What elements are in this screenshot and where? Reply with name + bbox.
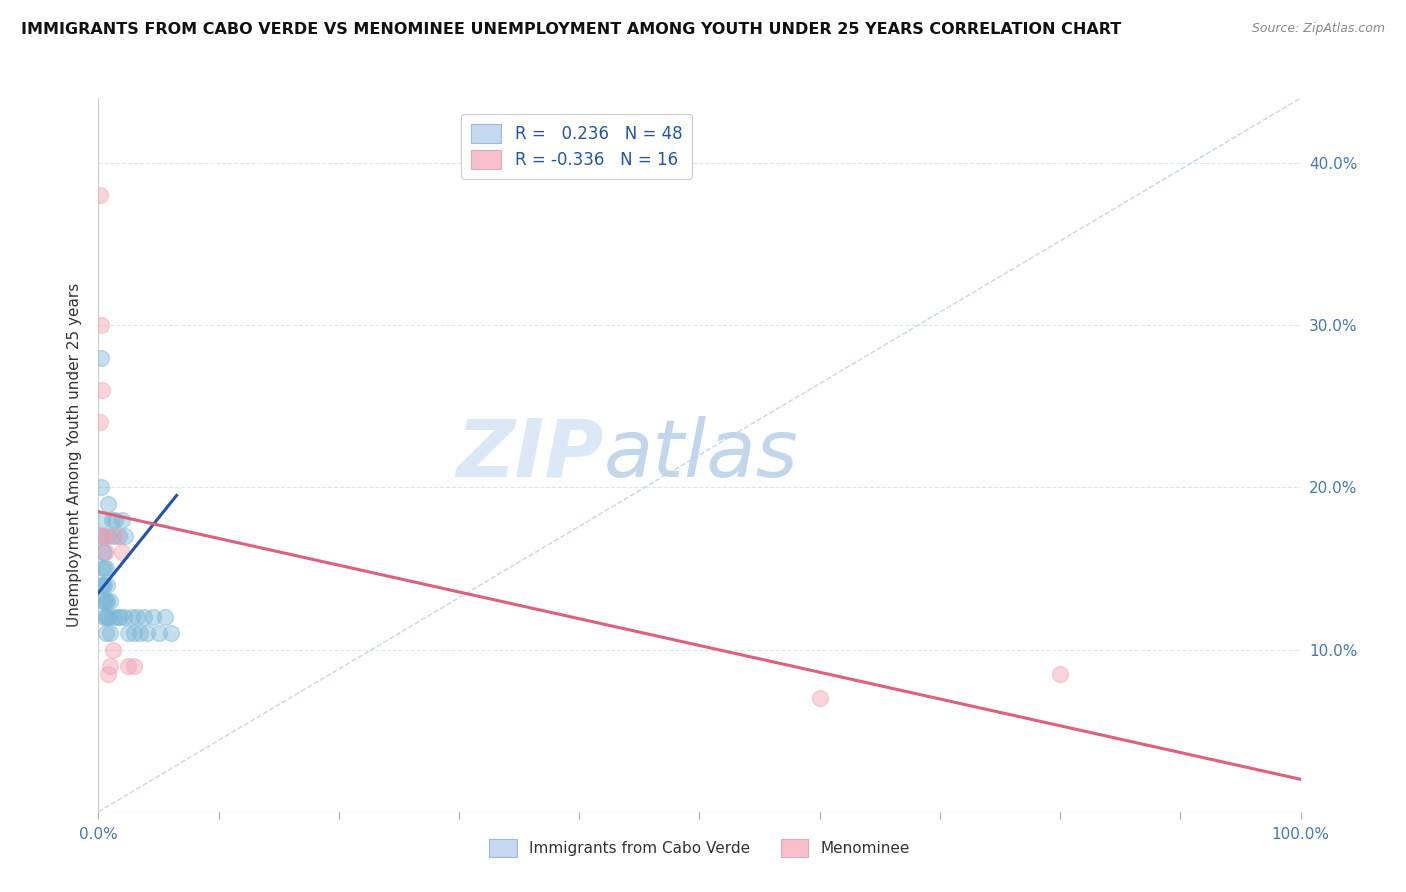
Text: IMMIGRANTS FROM CABO VERDE VS MENOMINEE UNEMPLOYMENT AMONG YOUTH UNDER 25 YEARS : IMMIGRANTS FROM CABO VERDE VS MENOMINEE … — [21, 22, 1122, 37]
Point — [159, 626, 181, 640]
Point — [808, 691, 831, 706]
Point — [89, 529, 111, 543]
Point — [91, 594, 114, 608]
Text: Source: ZipAtlas.com: Source: ZipAtlas.com — [1251, 22, 1385, 36]
Point — [114, 529, 136, 543]
Point — [100, 594, 122, 608]
Legend: Immigrants from Cabo Verde, Menominee: Immigrants from Cabo Verde, Menominee — [482, 832, 917, 864]
Point — [100, 513, 122, 527]
Point — [132, 610, 155, 624]
Point — [125, 610, 148, 624]
Point — [107, 610, 129, 624]
Point — [129, 626, 152, 640]
Text: atlas: atlas — [603, 416, 799, 494]
Point — [97, 529, 120, 543]
Point — [91, 561, 114, 575]
Point — [117, 626, 139, 640]
Point — [103, 610, 125, 624]
Point — [135, 626, 157, 640]
Point — [91, 383, 114, 397]
Point — [141, 610, 163, 624]
Point — [105, 529, 128, 543]
Point — [108, 529, 131, 543]
Point — [101, 642, 124, 657]
Point — [93, 529, 115, 543]
Point — [101, 529, 124, 543]
Point — [94, 626, 117, 640]
Point — [96, 610, 118, 624]
Point — [121, 610, 143, 624]
Point — [97, 666, 120, 681]
Point — [100, 626, 122, 640]
Point — [148, 626, 170, 640]
Point — [153, 610, 176, 624]
Point — [96, 594, 118, 608]
Point — [94, 561, 117, 575]
Point — [90, 480, 112, 494]
Point — [96, 577, 118, 591]
Point — [90, 577, 112, 591]
Point — [94, 594, 117, 608]
Point — [117, 658, 139, 673]
Point — [89, 416, 111, 430]
Y-axis label: Unemployment Among Youth under 25 years: Unemployment Among Youth under 25 years — [67, 283, 83, 627]
Point — [108, 610, 131, 624]
Point — [124, 658, 146, 673]
Point — [98, 610, 121, 624]
Point — [91, 529, 114, 543]
Point — [91, 529, 114, 543]
Point — [93, 545, 115, 559]
Point — [104, 513, 127, 527]
Point — [94, 610, 117, 624]
Point — [91, 513, 114, 527]
Point — [97, 497, 120, 511]
Point — [90, 351, 112, 365]
Point — [94, 545, 117, 559]
Point — [91, 577, 114, 591]
Point — [93, 594, 115, 608]
Text: ZIP: ZIP — [456, 416, 603, 494]
Point — [111, 545, 134, 559]
Point — [93, 577, 115, 591]
Point — [93, 610, 115, 624]
Point — [91, 545, 114, 559]
Point — [100, 658, 122, 673]
Point — [93, 561, 115, 575]
Point — [124, 626, 146, 640]
Point — [111, 513, 134, 527]
Point — [112, 610, 135, 624]
Point — [90, 318, 112, 333]
Point — [1049, 666, 1071, 681]
Point — [89, 188, 111, 202]
